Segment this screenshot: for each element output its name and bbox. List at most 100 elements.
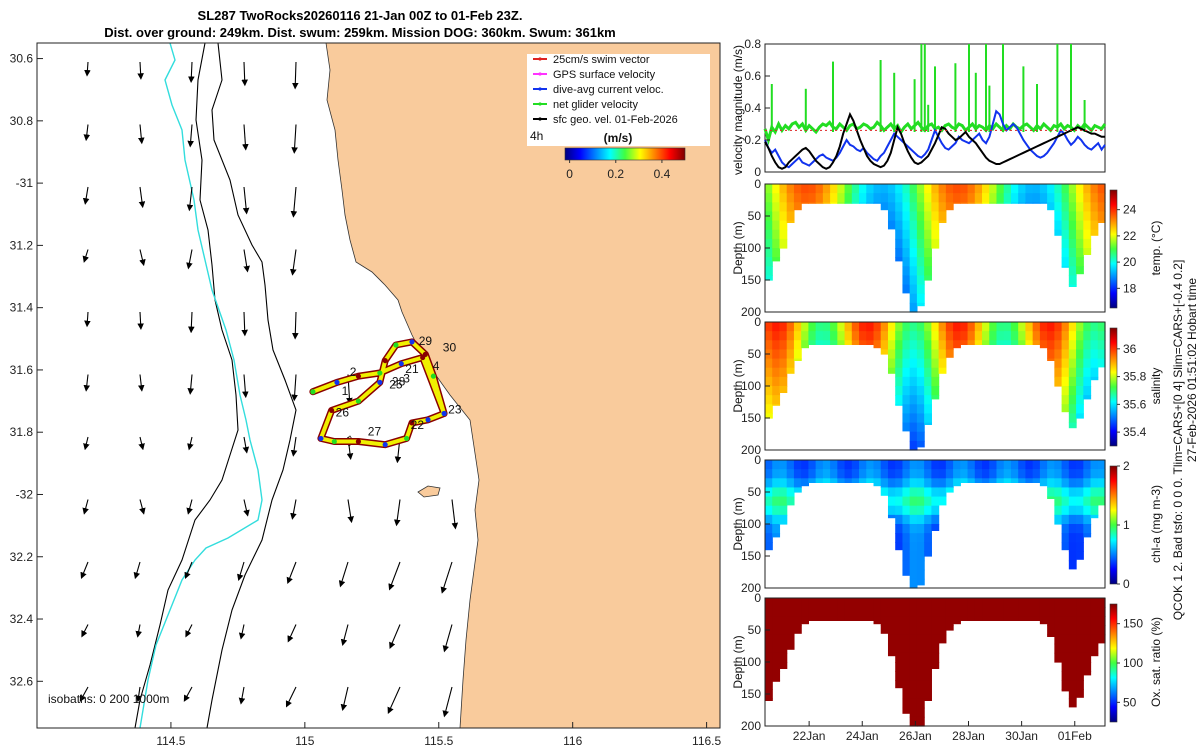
section-cell	[916, 440, 925, 448]
section-cell	[765, 652, 773, 663]
section-cell	[982, 331, 990, 341]
track-fix	[377, 379, 383, 385]
section-cell	[1047, 496, 1055, 499]
geo-velocity-arrow	[84, 311, 91, 328]
section-cell	[989, 331, 998, 341]
section-cell	[1090, 505, 1099, 516]
section-cell	[931, 238, 940, 249]
section-cell	[924, 496, 932, 507]
section-cell	[1061, 643, 1070, 654]
section-cell	[960, 598, 969, 608]
isobath-200m	[206, 43, 297, 728]
section-cell	[765, 634, 773, 645]
section-cell	[866, 202, 875, 204]
section-cell	[909, 413, 918, 424]
section-cell	[880, 607, 889, 617]
section-cell	[786, 478, 795, 489]
section-cell	[967, 607, 976, 617]
section-cell	[1061, 367, 1070, 378]
section-cell	[1061, 238, 1070, 249]
track-fix	[382, 357, 388, 364]
section-cell	[765, 524, 773, 534]
section-cell	[931, 505, 940, 516]
section-cell	[1083, 460, 1092, 470]
section-cell	[916, 404, 925, 415]
section-cell	[873, 598, 882, 608]
section-cell	[916, 322, 925, 332]
section-cell	[765, 496, 773, 507]
section-cell	[1068, 358, 1077, 369]
section-ytick-label: 100	[741, 517, 761, 531]
section-cell	[909, 257, 918, 267]
section-cell	[1068, 698, 1077, 708]
section-cell	[1010, 322, 1019, 332]
section-ytick-label: 200	[741, 719, 761, 733]
section-cell	[909, 284, 918, 295]
section-cell	[895, 662, 904, 672]
section-cell	[916, 413, 925, 424]
section-cell	[982, 607, 990, 617]
section-cell	[1047, 598, 1055, 608]
section-cell	[1076, 542, 1084, 553]
section-cell	[895, 349, 904, 360]
section-cell	[924, 680, 932, 691]
section-cell	[837, 478, 846, 483]
section-cell	[1076, 460, 1084, 470]
section-cell	[1076, 496, 1084, 507]
section-cell	[974, 469, 983, 479]
section-cell	[851, 202, 860, 204]
section-cell	[1076, 229, 1084, 240]
section-cell	[779, 514, 788, 525]
legend-label: GPS surface velocity	[553, 69, 656, 81]
section-cell	[916, 293, 925, 304]
section-cell	[916, 689, 925, 700]
section-cell	[822, 460, 831, 470]
section-cell	[916, 671, 925, 681]
track-fix	[425, 417, 431, 423]
section-cell	[779, 625, 788, 636]
section-cell	[1054, 340, 1063, 351]
section-cell	[967, 184, 976, 194]
section-cell	[931, 395, 940, 400]
geo-velocity-arrow	[82, 499, 89, 515]
section-cell	[1068, 257, 1077, 267]
geo-velocity-arrow	[137, 124, 145, 145]
section-cell	[945, 322, 954, 332]
section-cell	[772, 248, 781, 258]
section-cell	[1032, 607, 1041, 617]
section-cell	[1090, 607, 1099, 617]
geo-velocity-arrow	[79, 686, 89, 702]
section-cell	[1025, 340, 1034, 345]
section-cell	[772, 367, 781, 378]
section-cell	[859, 469, 867, 479]
map-xtick-label: 115	[295, 734, 314, 748]
section-cell	[765, 413, 773, 419]
section-cell	[916, 238, 925, 249]
section-cell	[1018, 598, 1027, 608]
section-cell	[902, 560, 911, 571]
section-cell	[887, 634, 896, 645]
section-cell	[844, 478, 853, 483]
track-fix	[404, 435, 410, 442]
section-cell	[982, 460, 990, 470]
section-cell	[844, 616, 853, 621]
section-cell	[916, 184, 925, 194]
section-cell	[1039, 469, 1048, 479]
section-cell	[931, 607, 940, 617]
section-cell	[765, 376, 773, 387]
geo-velocity-arrow	[80, 561, 89, 580]
section-cell	[1068, 376, 1077, 387]
section-cell	[1097, 322, 1106, 332]
section-cell	[938, 625, 947, 636]
section-cell	[931, 514, 940, 525]
section-cell	[924, 367, 932, 378]
section-cell	[931, 211, 940, 222]
section-cell	[902, 460, 911, 470]
section-cell	[916, 551, 925, 562]
section-cell	[765, 616, 773, 627]
section-cell	[1061, 358, 1070, 369]
section-cell	[1054, 229, 1063, 236]
section-cell	[1068, 671, 1077, 681]
section-cell	[931, 229, 940, 240]
section-cell	[996, 598, 1005, 608]
